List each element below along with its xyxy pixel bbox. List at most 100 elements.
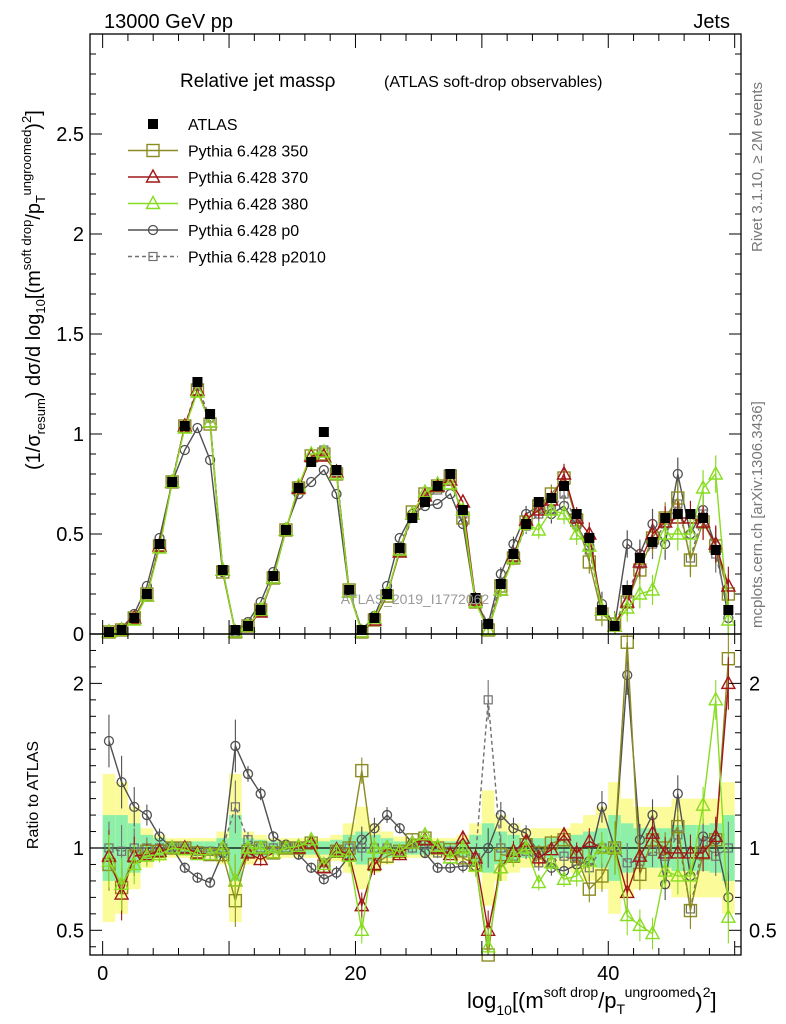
data-point bbox=[457, 505, 468, 515]
main-y-tick-label: 0 bbox=[73, 624, 84, 646]
ratio-point bbox=[394, 823, 405, 834]
ratio-point bbox=[596, 801, 608, 812]
data-point bbox=[167, 477, 178, 487]
data-point bbox=[369, 613, 380, 623]
data-point bbox=[179, 421, 190, 431]
data-point bbox=[657, 525, 673, 540]
data-point bbox=[407, 513, 418, 523]
data-point bbox=[442, 475, 458, 490]
ratio-point bbox=[508, 823, 519, 834]
data-point bbox=[634, 553, 645, 563]
data-point bbox=[619, 599, 635, 614]
ratio-point bbox=[240, 844, 256, 859]
ratio-point bbox=[318, 874, 330, 885]
ratio-point bbox=[505, 847, 522, 862]
ratio-point bbox=[556, 870, 572, 885]
legend-marker bbox=[148, 119, 158, 129]
data-point bbox=[556, 465, 572, 480]
data-point bbox=[316, 443, 332, 458]
main-y-tick-label: 1 bbox=[73, 424, 84, 446]
data-point bbox=[495, 579, 506, 589]
data-point bbox=[723, 605, 734, 615]
legend-entry-pythia-6-428-350: Pythia 6.428 350 bbox=[128, 144, 308, 161]
data-point bbox=[710, 545, 721, 555]
ratio-point bbox=[278, 839, 294, 854]
data-point bbox=[331, 465, 342, 475]
ratio-point bbox=[594, 839, 610, 854]
ratio-point bbox=[429, 837, 446, 853]
process-label: Jets bbox=[693, 11, 730, 33]
ratio-point bbox=[417, 826, 433, 841]
x-tick-label: 40 bbox=[597, 963, 619, 985]
ratio-point bbox=[556, 826, 572, 841]
ratio-point bbox=[103, 735, 115, 747]
mcplots-label: mcplots.cern.ch [arXiv:1306.3436] bbox=[749, 401, 766, 628]
data-point bbox=[556, 505, 572, 520]
data-point bbox=[531, 501, 547, 516]
ratio-point bbox=[189, 846, 206, 861]
data-point bbox=[708, 465, 724, 480]
rivet-version-label: Rivet 3.1.10, ≥ 2M events bbox=[749, 82, 766, 252]
ratio-point bbox=[518, 839, 534, 854]
ratio-point bbox=[113, 875, 130, 890]
ratio-point bbox=[354, 921, 370, 937]
ratio-y-tick-label: 2 bbox=[73, 673, 84, 695]
ratio-point bbox=[357, 843, 367, 853]
ratio-point bbox=[531, 849, 547, 864]
ratio-point bbox=[290, 837, 307, 853]
ratio-point bbox=[179, 862, 190, 873]
ratio-series-layer bbox=[90, 634, 741, 962]
data-point bbox=[103, 627, 114, 637]
ratio-point bbox=[670, 867, 686, 882]
data-point bbox=[202, 413, 218, 428]
data-point bbox=[419, 497, 430, 507]
ratio-point bbox=[379, 839, 395, 854]
data-point bbox=[543, 501, 560, 516]
data-point bbox=[483, 619, 494, 629]
ratio-point bbox=[164, 839, 180, 854]
ratio-point bbox=[126, 855, 142, 871]
main-y-axis-label: (1/σresum) dσ/d log10[(msoft drop/pTungr… bbox=[19, 110, 48, 470]
ratio-point bbox=[230, 802, 240, 812]
ratio-point bbox=[483, 695, 493, 705]
x-tick-label: 0 bbox=[97, 963, 108, 985]
ratio-point bbox=[417, 831, 433, 846]
x-tick-label: 20 bbox=[344, 963, 366, 985]
ratio-point bbox=[695, 844, 711, 859]
legend-label: ATLAS bbox=[188, 117, 238, 134]
analysis-watermark: ATLAS_2019_I1772062 bbox=[341, 591, 490, 607]
data-point bbox=[189, 383, 206, 398]
ratio-point bbox=[151, 846, 168, 861]
ratio-point bbox=[581, 852, 597, 867]
data-point bbox=[293, 483, 304, 493]
ratio-point bbox=[117, 846, 127, 856]
data-point bbox=[192, 377, 203, 387]
legend-label: Pythia 6.428 p2010 bbox=[188, 250, 326, 267]
data-point bbox=[204, 454, 216, 466]
ratio-point bbox=[242, 768, 254, 780]
data-point bbox=[698, 513, 709, 523]
ratio-point bbox=[495, 809, 506, 821]
energy-label: 13000 GeV pp bbox=[104, 11, 233, 33]
ratio-point bbox=[708, 691, 724, 706]
data-point bbox=[672, 509, 683, 519]
ratio-y-tick-label: 0.5 bbox=[56, 920, 84, 942]
ratio-point bbox=[366, 855, 383, 871]
data-point bbox=[316, 447, 332, 462]
ratio-point bbox=[695, 796, 711, 811]
data-point bbox=[432, 498, 443, 510]
plot-title: Relative jet massρ bbox=[180, 71, 336, 92]
data-point bbox=[230, 625, 241, 635]
ratio-point bbox=[392, 846, 408, 861]
ratio-point bbox=[331, 867, 342, 878]
data-point bbox=[685, 509, 696, 519]
ratio-point bbox=[129, 801, 140, 812]
legend: ATLAS Pythia 6.428 350 Pythia 6.428 370 Pyt… bbox=[128, 117, 326, 267]
ratio-point bbox=[493, 859, 509, 874]
axis-ticks: 00.511.522.50.5 0.51 12 20 20 40 bbox=[56, 34, 777, 985]
ratio-series-pythia-6-428-380 bbox=[101, 680, 737, 955]
ratio-y-tick-label-right: 0.5 bbox=[749, 920, 777, 942]
legend-entry-pythia-6-428-p2010: Pythia 6.428 p2010 bbox=[128, 250, 326, 267]
ratio-series-pythia-6-428-p2010 bbox=[104, 680, 733, 928]
